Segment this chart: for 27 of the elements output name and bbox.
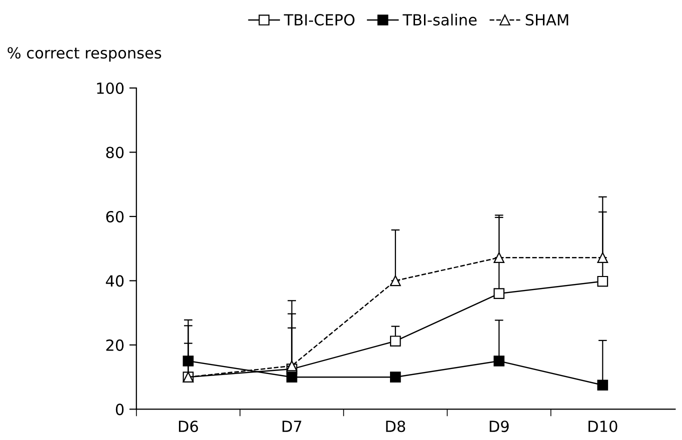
point [286, 372, 298, 382]
y-tick-label: 40 [106, 275, 124, 287]
point [286, 360, 298, 372]
point [494, 252, 504, 264]
point [390, 275, 401, 286]
point [597, 252, 608, 264]
legend-label: SHAM [526, 14, 568, 26]
x-tick-label: D7 [282, 420, 302, 432]
point [390, 336, 401, 347]
y-tick-label: 60 [106, 210, 124, 222]
point [597, 380, 608, 391]
y-tick-label: 100 [97, 82, 124, 94]
y-tick-label: 0 [116, 404, 124, 416]
y-axis-title: % correct responses [8, 47, 162, 62]
y-tick-label: 80 [106, 146, 124, 158]
point [182, 356, 194, 366]
y-tick-label: 20 [106, 339, 124, 351]
x-tick-label: D6 [178, 420, 198, 432]
legend-label: TBI-saline [402, 14, 477, 26]
point [494, 288, 504, 299]
point [494, 356, 504, 366]
x-tick-label: D10 [588, 420, 618, 432]
x-tick-label: D9 [490, 420, 509, 432]
point [597, 276, 608, 287]
legend-label: TBI-CEPO [284, 14, 354, 26]
point [390, 372, 401, 382]
x-tick-label: D8 [386, 420, 406, 432]
